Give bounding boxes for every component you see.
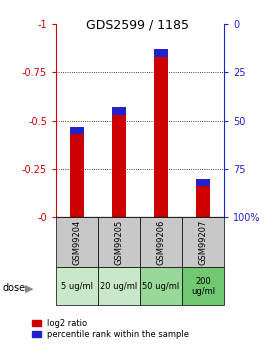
Bar: [98, 267, 140, 305]
Bar: [140, 267, 182, 305]
Bar: [56, 267, 98, 305]
Bar: [70, 127, 84, 134]
Bar: [112, 107, 126, 217]
Bar: [70, 127, 84, 217]
Text: ▶: ▶: [25, 284, 34, 294]
Bar: [182, 217, 224, 267]
Bar: [182, 267, 224, 305]
Bar: [56, 217, 98, 267]
Text: 5 ug/ml: 5 ug/ml: [61, 282, 93, 291]
Bar: [196, 179, 210, 217]
Bar: [98, 217, 140, 267]
Text: GSM99206: GSM99206: [157, 220, 165, 265]
Text: GSM99204: GSM99204: [73, 220, 81, 265]
Bar: [154, 49, 168, 57]
Text: GSM99207: GSM99207: [199, 220, 207, 265]
Bar: [154, 49, 168, 217]
Text: 50 ug/ml: 50 ug/ml: [142, 282, 180, 291]
Text: 20 ug/ml: 20 ug/ml: [100, 282, 138, 291]
Bar: [140, 217, 182, 267]
Text: GDS2599 / 1185: GDS2599 / 1185: [86, 19, 189, 32]
Text: dose: dose: [3, 283, 26, 293]
Bar: [196, 179, 210, 186]
Text: 200
ug/ml: 200 ug/ml: [191, 277, 215, 296]
Legend: log2 ratio, percentile rank within the sample: log2 ratio, percentile rank within the s…: [32, 319, 189, 339]
Bar: [112, 107, 126, 115]
Text: GSM99205: GSM99205: [115, 220, 123, 265]
